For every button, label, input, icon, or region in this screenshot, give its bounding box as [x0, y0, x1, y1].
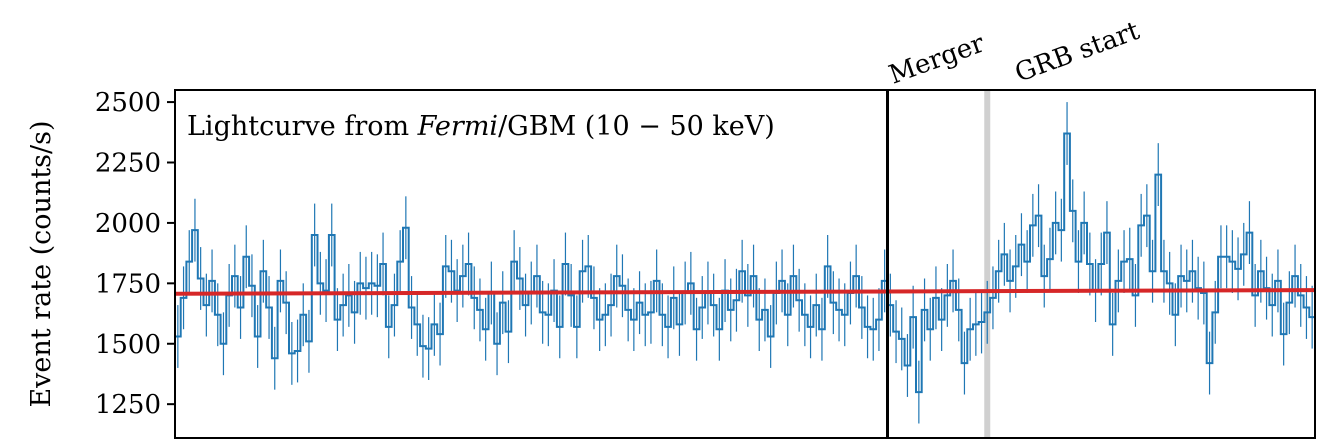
grb-start-marker-band: [984, 90, 991, 438]
annotation-suffix: /GBM (10 − 50 keV): [498, 111, 775, 142]
lightcurve-series-line: [175, 132, 1315, 394]
y-tick-label: 2250: [95, 149, 161, 179]
lightcurve-annotation: Lightcurve from Fermi/GBM (10 − 50 keV): [187, 111, 775, 142]
plot-area: [175, 90, 1315, 438]
y-tick-label: 2000: [95, 209, 161, 239]
grb-start-label: GRB start: [1011, 16, 1144, 89]
y-tick-label: 1250: [95, 390, 161, 420]
background-fit-line: [175, 288, 1315, 296]
y-tick-label: 1500: [95, 330, 161, 360]
y-tick-label: 1750: [95, 269, 161, 299]
y-axis-label: Event rate (counts/s): [26, 120, 57, 407]
error-bars: [177, 102, 1313, 424]
annotation-instrument-italic: Fermi: [417, 111, 498, 142]
annotation-prefix: Lightcurve from: [187, 111, 418, 142]
plot-frame: [174, 89, 1316, 439]
y-axis-ticks: 1250 1500 1750 2000 2250 2500: [95, 88, 175, 420]
y-tick-label: 2500: [95, 88, 161, 118]
grb-start-band: [984, 90, 991, 438]
merger-label: Merger: [885, 28, 989, 90]
